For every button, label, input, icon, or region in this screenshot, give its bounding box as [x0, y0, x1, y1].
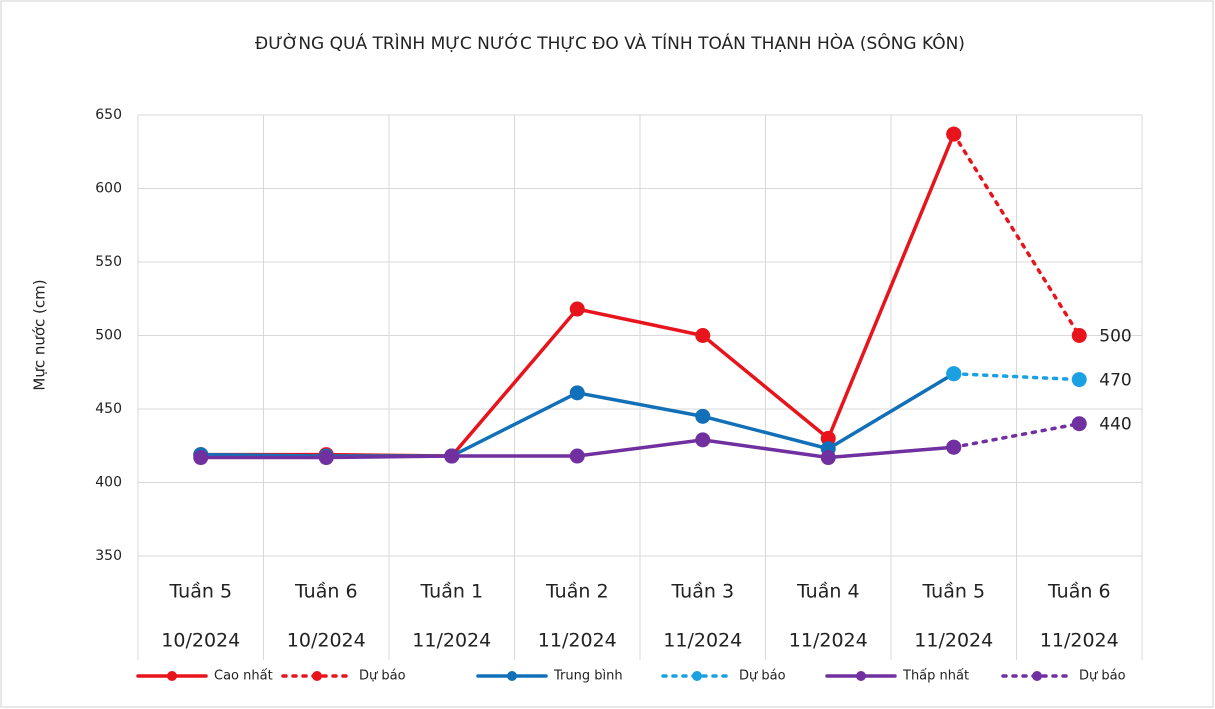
y-tick-label: 500 — [95, 328, 122, 344]
marker — [820, 450, 836, 466]
legend-marker — [856, 671, 866, 681]
x-tick-label: Tuần 3 — [670, 581, 734, 603]
legend-label: Dự báo — [359, 669, 406, 684]
x-tick-label: 10/2024 — [161, 630, 240, 652]
x-tick-label: Tuần 5 — [168, 581, 232, 603]
legend-label: Thấp nhất — [902, 669, 969, 684]
legend-marker — [507, 671, 517, 681]
marker — [946, 126, 962, 142]
marker — [569, 448, 585, 464]
marker — [1071, 328, 1087, 343]
series-line — [952, 371, 1081, 382]
legend-label: Trung bình — [553, 669, 623, 684]
x-tick-label: Tuần 2 — [545, 581, 609, 603]
marker — [695, 408, 711, 424]
x-tick-label: Tuần 1 — [419, 581, 483, 603]
x-tick-label: 11/2024 — [1040, 630, 1119, 652]
marker — [318, 450, 334, 466]
legend-label: Dự báo — [739, 669, 786, 684]
x-tick-label: 11/2024 — [412, 630, 491, 652]
x-tick-label: 11/2024 — [663, 630, 742, 652]
marker — [1071, 416, 1087, 432]
y-axis-label: Mực nước (cm) — [31, 279, 49, 390]
x-tick-label: 11/2024 — [538, 630, 617, 652]
legend-label: Dự báo — [1079, 669, 1126, 684]
marker — [569, 385, 585, 401]
marker — [444, 448, 460, 464]
y-tick-label: 550 — [95, 254, 122, 270]
marker — [1071, 372, 1087, 388]
marker — [946, 366, 962, 382]
y-tick-label: 600 — [95, 181, 122, 197]
marker — [695, 432, 711, 448]
series-line — [952, 132, 1081, 338]
y-tick-label: 450 — [95, 401, 122, 417]
x-tick-label: 10/2024 — [287, 630, 366, 652]
marker — [820, 430, 836, 446]
marker — [569, 301, 585, 317]
data-label: 500 — [1099, 327, 1131, 347]
x-tick-label: Tuần 6 — [1047, 581, 1111, 603]
marker — [695, 328, 711, 343]
x-tick-label: Tuần 4 — [796, 581, 860, 603]
y-tick-label: 350 — [95, 548, 122, 564]
y-tick-label: 400 — [95, 475, 122, 491]
series-line — [952, 421, 1081, 449]
marker — [946, 439, 962, 455]
legend-marker — [167, 671, 177, 681]
legend-marker — [692, 671, 702, 681]
x-tick-label: Tuần 5 — [921, 581, 985, 603]
data-label: 440 — [1099, 415, 1131, 435]
legend-marker — [312, 671, 322, 681]
legend-label: Cao nhất — [214, 669, 273, 684]
marker — [193, 450, 209, 466]
x-tick-label: 11/2024 — [914, 630, 993, 652]
legend-marker — [1032, 671, 1042, 681]
chart-title: ĐƯỜNG QUÁ TRÌNH MỰC NƯỚC THỰC ĐO VÀ TÍNH… — [255, 32, 965, 54]
x-tick-label: Tuần 6 — [294, 581, 358, 603]
x-tick-label: 11/2024 — [789, 630, 868, 652]
y-tick-label: 650 — [95, 107, 122, 123]
data-label: 470 — [1099, 371, 1131, 391]
